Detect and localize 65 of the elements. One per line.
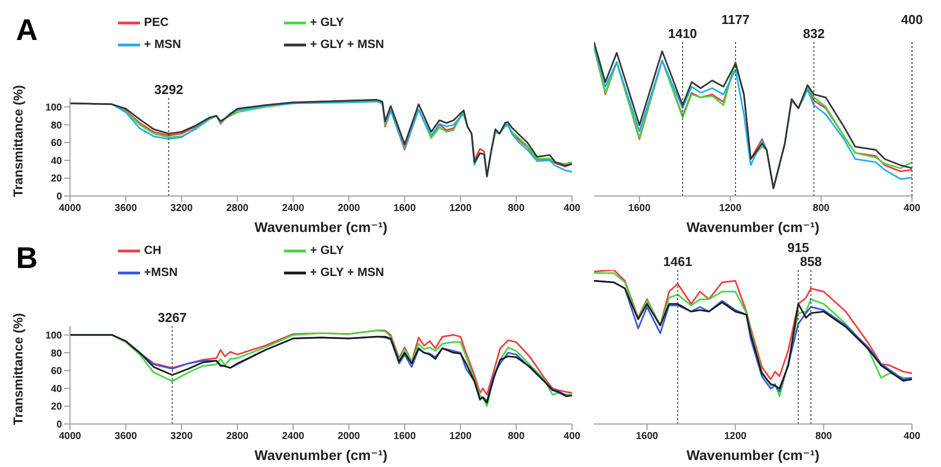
x-tick-label: 400 [564,203,581,214]
legend-label: + MSN [144,37,182,52]
x-axis-title: Wavenumber (cm⁻¹) [254,447,388,463]
ref-line-label: 3267 [158,310,187,325]
y-axis-title: Transmittance (%) [10,313,26,425]
x-tick-label: 400 [904,431,921,442]
y-tick-label: 80 [50,348,62,360]
y-tick-label: 0 [56,192,62,203]
legend-label: + GLY [310,243,345,258]
x-tick-label: 1600 [394,431,416,442]
ref-line-label: 3292 [154,82,184,97]
chart-title: A [16,14,38,48]
x-tick-label: 2800 [226,203,249,214]
y-axis-title: Transmittance (%) [10,85,26,197]
x-tick-label: 2000 [338,203,360,214]
ref-line-label: 832 [803,26,825,41]
ref-line-label: 400 [901,12,923,27]
x-axis-title: Wavenumber (cm⁻¹) [686,219,820,235]
legend-label: + GLY + MSN [310,265,386,280]
ref-line-label: 1461 [663,254,692,269]
y-tick-label: 20 [50,174,62,185]
x-tick-label: 1200 [449,203,472,214]
ref-line-label: 1410 [668,26,698,41]
y-tick-label: 100 [45,102,62,114]
x-tick-label: 3200 [170,431,194,442]
x-tick-label: 1600 [628,203,651,214]
y-tick-label: 0 [56,420,62,431]
x-tick-label: 1600 [636,431,659,442]
x-tick-label: 800 [508,431,525,442]
legend-label: +MSN [144,265,179,280]
y-tick-label: 40 [50,156,62,167]
ref-line-label: 915 [787,240,810,255]
x-tick-label: 3600 [114,203,138,214]
y-tick-label: 100 [45,330,62,342]
x-tick-label: 1600 [394,203,416,214]
chart-title: B [16,242,38,276]
x-tick-label: 4000 [58,203,82,214]
x-tick-label: 800 [812,203,830,214]
legend-label: + GLY [310,15,345,30]
x-tick-label: 800 [815,431,832,442]
x-tick-label: 2800 [226,431,249,442]
x-tick-label: 400 [564,431,581,442]
x-tick-label: 1200 [449,431,472,442]
x-axis-title: Wavenumber (cm⁻¹) [686,447,820,463]
x-axis-title: Wavenumber (cm⁻¹) [254,219,388,235]
x-tick-label: 2400 [282,431,305,442]
y-tick-label: 80 [50,120,62,132]
x-tick-label: 3600 [114,431,138,442]
ref-line-label: 858 [800,254,822,269]
legend-label: PEC [144,15,170,30]
legend-label: + GLY + MSN [310,37,386,52]
x-tick-label: 2400 [282,203,305,214]
y-tick-label: 40 [50,384,62,395]
x-tick-label: 400 [904,203,921,214]
x-tick-label: 1200 [724,431,747,442]
x-tick-label: 4000 [58,431,82,442]
y-tick-label: 60 [50,138,62,150]
x-tick-label: 3200 [170,203,194,214]
legend-label: CH [144,243,162,258]
y-tick-label: 60 [50,366,62,378]
x-tick-label: 1200 [719,203,742,214]
y-tick-label: 20 [50,402,62,413]
x-tick-label: 800 [508,203,525,214]
x-tick-label: 2000 [338,431,360,442]
ref-line-label: 1177 [721,12,750,27]
